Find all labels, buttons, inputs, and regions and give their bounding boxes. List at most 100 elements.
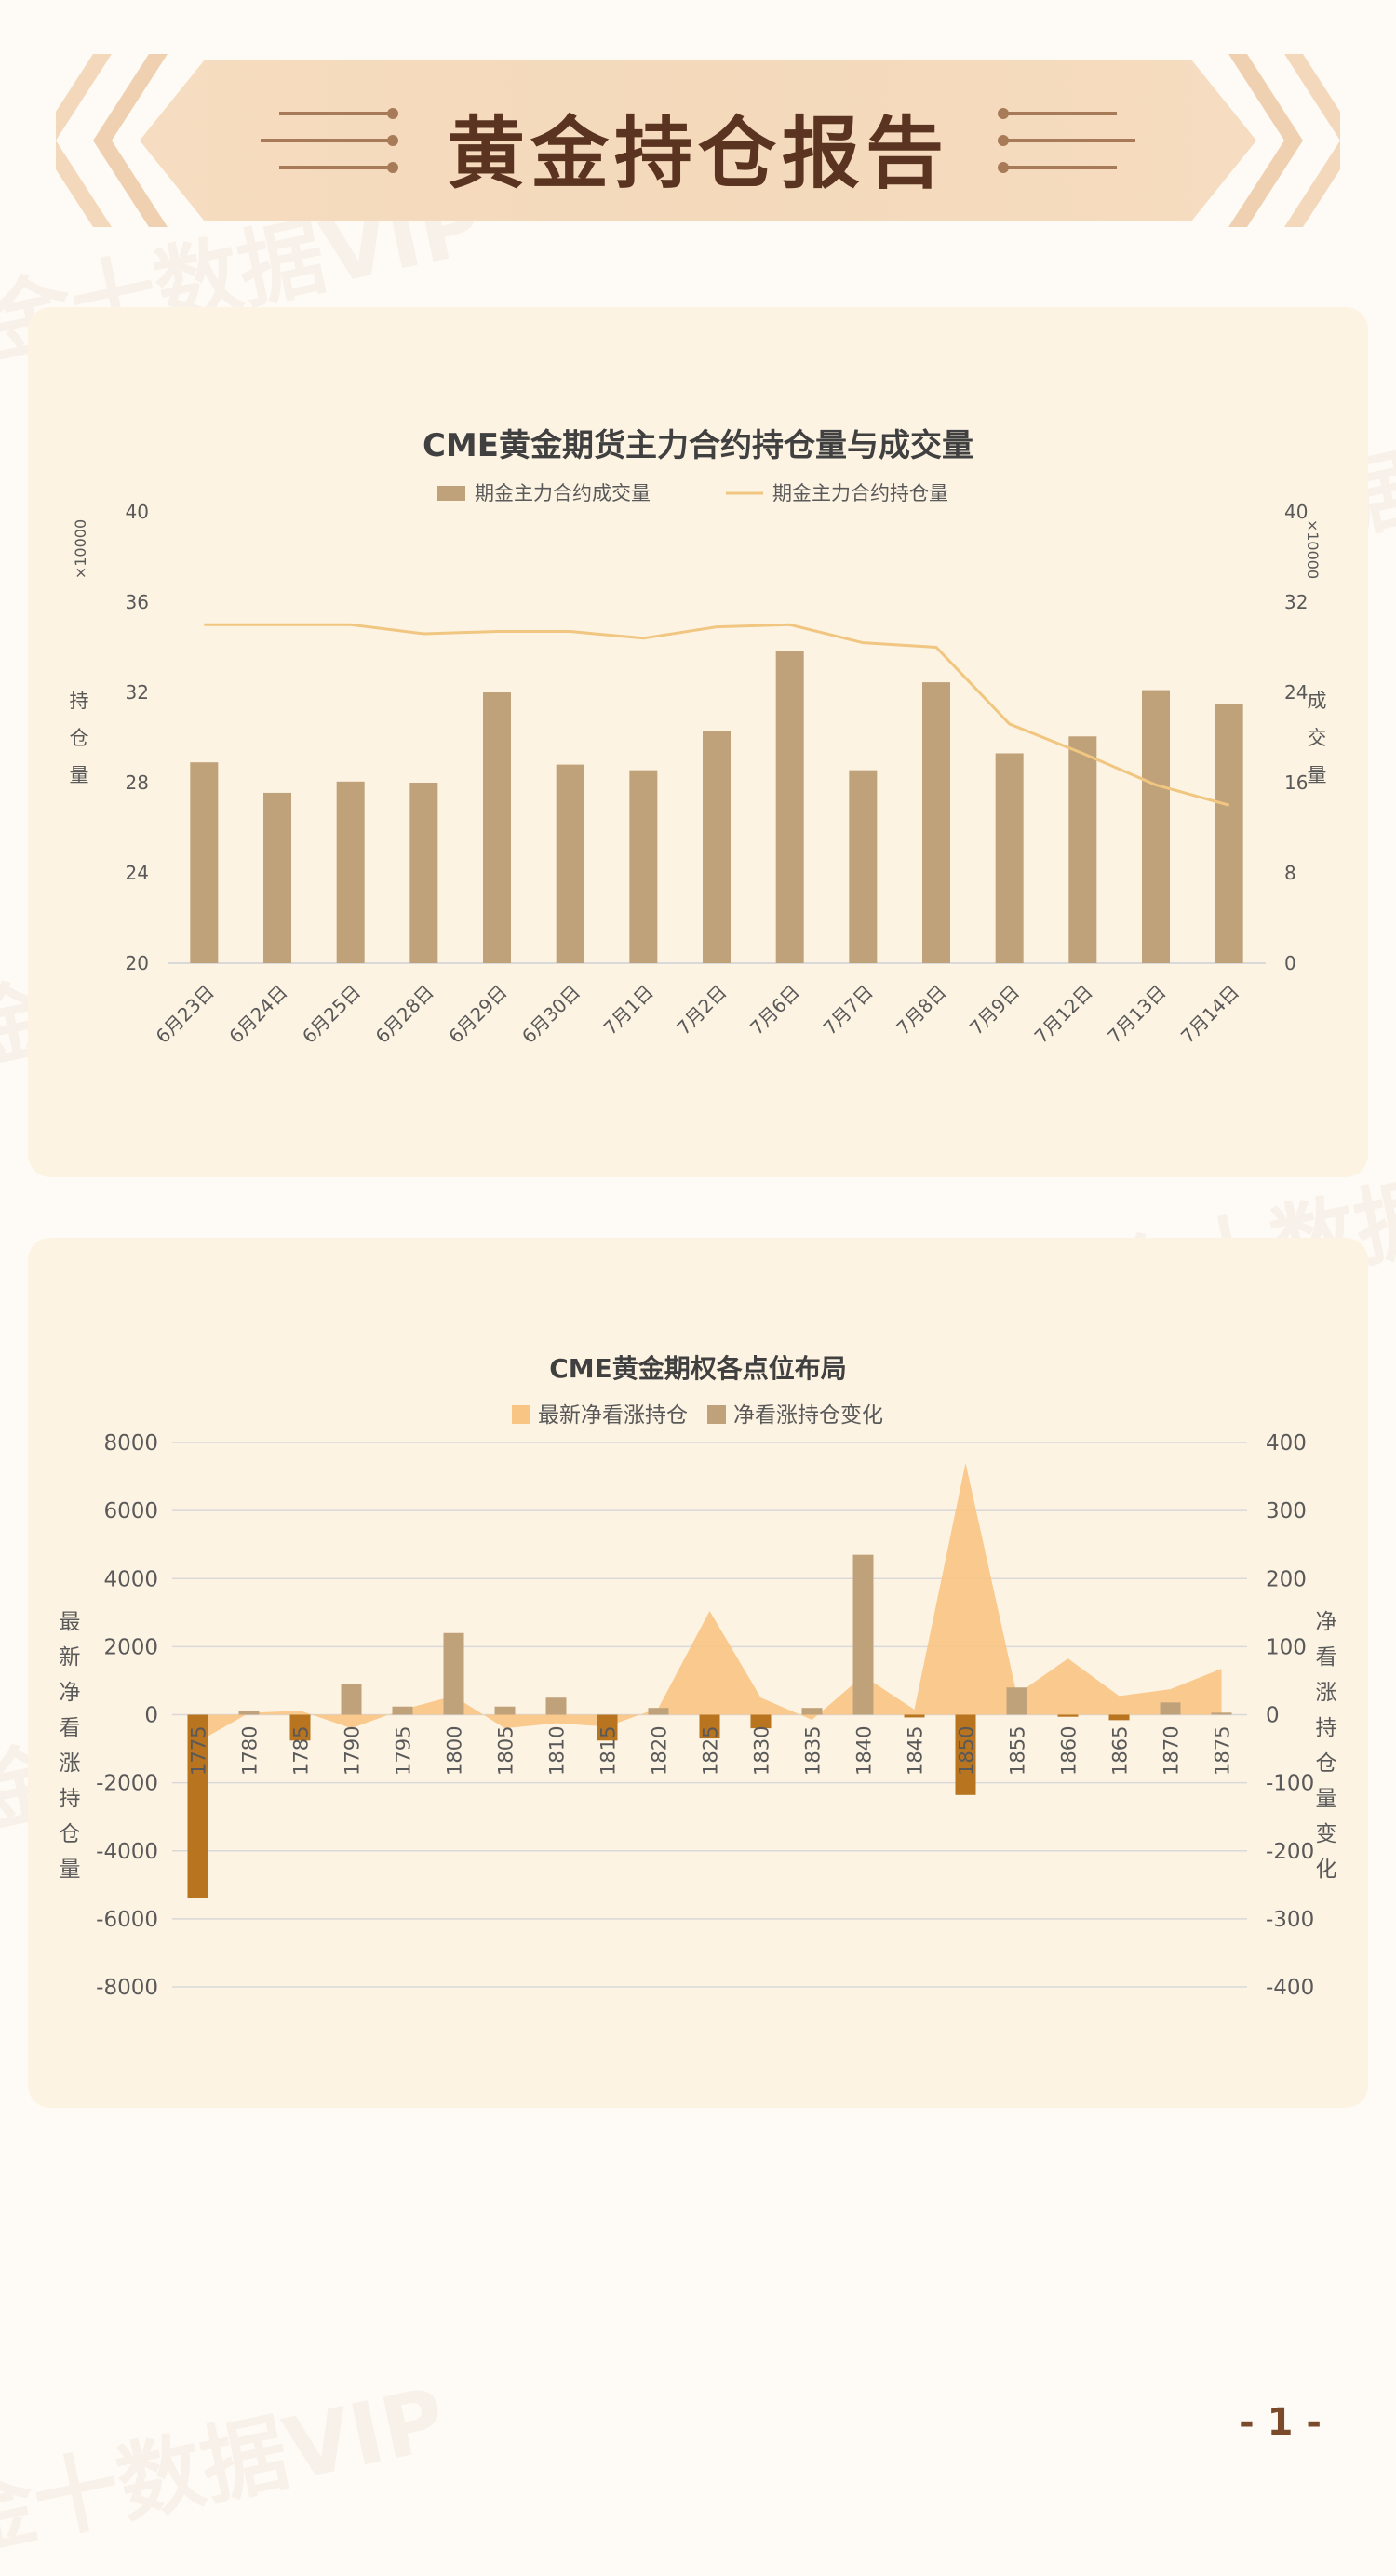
bar-net-call-change	[801, 1708, 823, 1715]
y-left-label-char: 净	[60, 1681, 81, 1705]
x-tick-label: 1825	[700, 1726, 722, 1776]
x-tick-label: 1795	[393, 1726, 415, 1776]
bar-volume	[483, 692, 511, 963]
bar-volume	[703, 731, 731, 963]
y-right-label-char: 化	[1316, 1858, 1337, 1882]
bar-net-call-change	[648, 1708, 669, 1715]
bar-net-call-change	[1006, 1687, 1027, 1715]
y-right-tick-label: 24	[1284, 681, 1308, 704]
y-left-tick-label: 40	[126, 501, 149, 523]
x-tick-label: 1810	[546, 1726, 569, 1776]
bar-net-call-change	[1108, 1714, 1130, 1721]
y-left-label-char: 看	[60, 1716, 81, 1740]
bar-volume	[409, 783, 438, 963]
y-right-tick-label: -100	[1266, 1772, 1314, 1796]
page-title: 黄金持仓报告	[446, 108, 949, 199]
y-left-tick-label: -8000	[96, 1976, 158, 2000]
x-tick-label: 7月13日	[1103, 981, 1170, 1048]
bar-net-call-change	[597, 1714, 618, 1741]
y-right-tick-label: -200	[1266, 1840, 1314, 1864]
bar-net-call-change	[545, 1697, 567, 1715]
y-right-tick-label: 300	[1266, 1499, 1307, 1523]
y-right-tick-label: 100	[1266, 1635, 1307, 1659]
x-tick-label: 6月23日	[152, 981, 219, 1048]
legend-label: 期金主力合约持仓量	[772, 482, 948, 504]
x-tick-label: 1855	[1007, 1726, 1029, 1776]
legend-swatch-bar	[437, 486, 465, 501]
decor-lines-left	[261, 112, 391, 169]
x-tick-label: 1800	[444, 1726, 466, 1776]
x-tick-label: 7月12日	[1030, 981, 1097, 1048]
bar-net-call-change	[852, 1554, 874, 1715]
x-tick-label: 7月6日	[745, 981, 804, 1040]
x-tick-label: 1845	[905, 1726, 927, 1776]
y-left-unit: ×10000	[72, 519, 89, 579]
y-left-label-char: 持	[60, 1787, 81, 1811]
y-left-tick-label: -4000	[96, 1840, 158, 1864]
bar-net-call-change	[1160, 1702, 1181, 1715]
x-tick-label: 1815	[597, 1726, 620, 1776]
y-right-label-char: 量	[1316, 1787, 1337, 1811]
x-tick-label: 7月8日	[892, 981, 950, 1040]
bar-volume	[922, 682, 950, 963]
x-tick-label: 1805	[495, 1726, 517, 1776]
x-tick-label: 1865	[1109, 1726, 1132, 1776]
y-left-tick-label: 8000	[103, 1431, 158, 1456]
y-left-tick-label: 20	[126, 952, 149, 974]
chart-title: CME黄金期货主力合约持仓量与成交量	[423, 427, 973, 464]
bar-volume	[1142, 690, 1170, 963]
x-tick-label: 1875	[1212, 1726, 1234, 1776]
y-left-tick-label: 28	[126, 771, 149, 794]
x-tick-label: 1790	[342, 1726, 364, 1776]
y-right-label-char: 涨	[1316, 1681, 1337, 1705]
x-tick-label: 6月25日	[298, 981, 365, 1048]
bar-volume	[336, 781, 365, 963]
x-tick-label: 1820	[649, 1726, 671, 1776]
bar-volume	[849, 770, 878, 963]
chevron-right-icon	[1228, 54, 1303, 227]
y-right-tick-label: -300	[1266, 1908, 1314, 1932]
bar-net-call-change	[750, 1714, 772, 1729]
x-tick-label: 7月14日	[1176, 981, 1243, 1048]
x-tick-label: 7月9日	[965, 981, 1024, 1040]
y-left-label-char: 持	[70, 690, 89, 712]
chevron-left-icon	[93, 54, 168, 227]
y-right-tick-label: 40	[1284, 501, 1308, 523]
chart-card-futures: CME黄金期货主力合约持仓量与成交量 期金主力合约成交量 期金主力合约持仓量 20 24…	[28, 307, 1368, 1177]
bar-volume	[1068, 736, 1097, 963]
watermark: 金十数据VIP	[0, 2368, 454, 2571]
y-right-tick-label: 8	[1284, 862, 1296, 884]
y-left-tick-label: -6000	[96, 1908, 158, 1932]
decor-lines-right	[1005, 112, 1135, 169]
x-tick-label: 1780	[239, 1726, 262, 1776]
x-tick-label: 1870	[1161, 1726, 1183, 1776]
y-right-label-char: 变	[1316, 1822, 1337, 1846]
banner-decoration	[56, 54, 1340, 227]
bar-volume	[1215, 704, 1243, 963]
y-left-tick-label: 2000	[103, 1635, 158, 1659]
bar-net-call-change	[289, 1714, 311, 1741]
y-left-label-char: 量	[60, 1858, 81, 1882]
y-right-label-char: 量	[1308, 764, 1327, 786]
chevron-left-icon	[56, 54, 112, 227]
x-tick-label: 1830	[751, 1726, 773, 1776]
x-tick-label: 7月7日	[819, 981, 878, 1040]
y-right-tick-label: 32	[1284, 591, 1308, 613]
x-tick-label: 7月2日	[672, 981, 731, 1040]
header-banner: 黄金持仓报告	[56, 54, 1340, 227]
y-right-label-char: 看	[1316, 1645, 1337, 1670]
y-right-label-char: 净	[1316, 1610, 1337, 1634]
x-tick-label: 1860	[1058, 1726, 1081, 1776]
area-net-call	[197, 1462, 1222, 1742]
bar-volume	[263, 792, 291, 963]
y-right-tick-label: 16	[1284, 771, 1308, 794]
line-open-interest	[204, 623, 1230, 807]
y-right-tick-label: -400	[1266, 1976, 1314, 2000]
y-left-tick-label: 4000	[103, 1567, 158, 1591]
legend-swatch-bar	[707, 1405, 726, 1424]
y-right-unit: ×10000	[1304, 519, 1322, 579]
y-left-label-char: 最	[60, 1610, 81, 1634]
y-left-tick-label: -2000	[96, 1772, 158, 1796]
